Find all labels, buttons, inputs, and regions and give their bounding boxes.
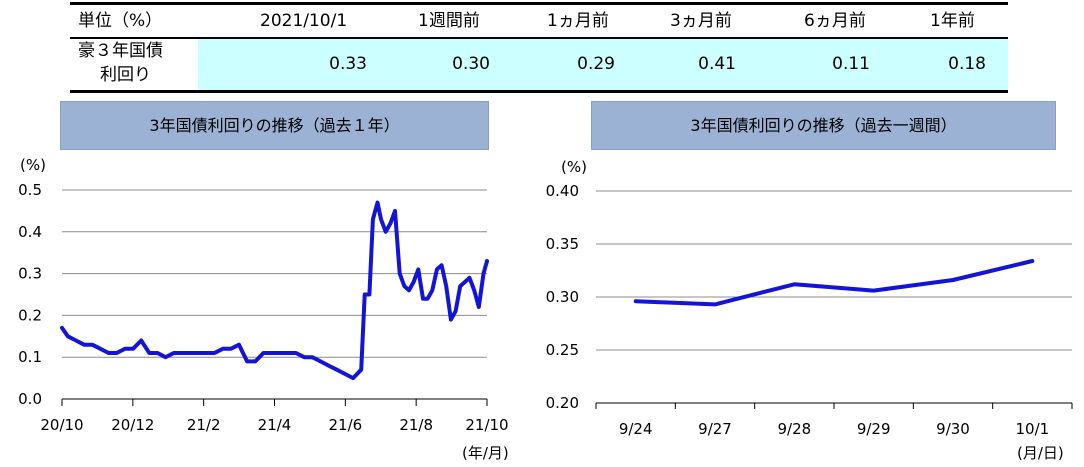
- chart2-title: 3年国債利回りの推移（過去一週間）: [591, 101, 1056, 150]
- table-top-rule: [70, 2, 1008, 5]
- row-label-line1: 豪３年国債: [78, 41, 163, 61]
- chart1-y-tick-label: 0.0: [18, 390, 42, 408]
- chart1-y-tick-label: 0.4: [18, 223, 42, 241]
- chart1-x-tick-label: 20/10: [40, 416, 83, 434]
- value-current: 0.33: [329, 54, 367, 74]
- row-label: 豪３年国債 利回り: [78, 39, 163, 87]
- value-6-months-ago: 0.11: [832, 54, 870, 74]
- table-value-highlight: [198, 39, 1008, 90]
- header-unit: 単位（%）: [78, 11, 163, 31]
- chart1-series-line: [60, 200, 489, 381]
- chart2-x-tick-label: 9/28: [777, 420, 811, 438]
- chart2-y-unit: (%): [561, 158, 587, 176]
- chart1-x-tick-label: 21/4: [258, 416, 292, 434]
- value-3-months-ago: 0.41: [698, 54, 736, 74]
- chart2-series-line: [633, 259, 1035, 307]
- chart1-x-tick-label: 21/10: [465, 416, 508, 434]
- chart2-x-tick-label: 9/24: [619, 420, 653, 438]
- chart2-x-tick-label: 9/29: [857, 420, 891, 438]
- chart1-y-tick-label: 0.5: [18, 181, 42, 199]
- header-1-year-ago: 1年前: [930, 11, 975, 31]
- chart2-y-tick-label: 0.25: [546, 341, 579, 359]
- value-1-month-ago: 0.29: [577, 54, 615, 74]
- chart1-y-tick-label: 0.1: [18, 348, 42, 366]
- value-1-week-ago: 0.30: [452, 54, 490, 74]
- chart1-x-unit: (年/月): [462, 444, 509, 462]
- table-bottom-rule: [70, 90, 1008, 93]
- chart2-y-tick-label: 0.35: [546, 235, 579, 253]
- chart1-y-unit: (%): [20, 156, 46, 174]
- value-1-year-ago: 0.18: [948, 54, 986, 74]
- chart2-x-tick-label: 9/30: [936, 420, 970, 438]
- chart1-title: 3年国債利回りの推移（過去１年）: [60, 101, 489, 150]
- header-3-months-ago: 3ヵ月前: [670, 11, 732, 31]
- chart2-x-tick-label: 10/1: [1015, 420, 1049, 438]
- chart2-plot: 0.20 0.25 0.30 0.35 0.40 9/24 9/27 9/28 9/29 9/3…: [546, 158, 1073, 462]
- chart1-x-tick-label: 21/6: [328, 416, 362, 434]
- chart1-x-tick-label: 20/12: [111, 416, 154, 434]
- yield-summary-table: 単位（%） 2021/10/1 1週間前 1ヵ月前 3ヵ月前 6ヵ月前 1年前 …: [70, 2, 1008, 93]
- chart2-x-tick-label: 9/27: [698, 420, 732, 438]
- chart1-x-tick-label: 21/8: [399, 416, 433, 434]
- chart1-plot: 0.0 0.1 0.2 0.3 0.4 0.5 20/10 20/12 21/2 21/4 21/…: [18, 156, 509, 462]
- chart1-x-tick-label: 21/2: [187, 416, 221, 434]
- header-current-date: 2021/10/1: [260, 11, 348, 31]
- header-1-month-ago: 1ヵ月前: [547, 11, 609, 31]
- chart2-y-tick-label: 0.30: [546, 288, 579, 306]
- chart2-x-unit: (月/日): [1017, 444, 1064, 462]
- header-1-week-ago: 1週間前: [418, 11, 480, 31]
- chart2-y-tick-label: 0.40: [546, 182, 579, 200]
- header-6-months-ago: 6ヵ月前: [804, 11, 866, 31]
- table-header-rule: [70, 37, 1008, 39]
- row-label-line2: 利回り: [100, 65, 151, 85]
- chart1-y-tick-label: 0.2: [18, 306, 42, 324]
- chart2-y-tick-label: 0.20: [546, 394, 579, 412]
- chart1-y-tick-label: 0.3: [18, 265, 42, 283]
